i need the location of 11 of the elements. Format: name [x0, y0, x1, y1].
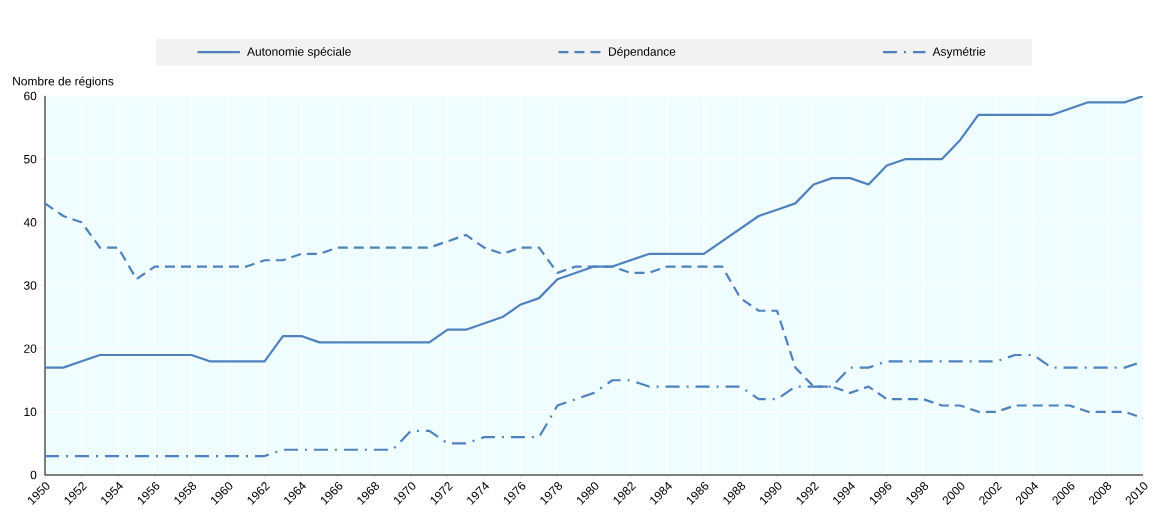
y-tick-label: 0 [30, 470, 37, 480]
y-axis-title: Nombre de régions [13, 76, 114, 88]
y-tick-label: 40 [23, 218, 37, 227]
legend-label: Autonomie spéciale [247, 46, 351, 59]
legend-label: Dépendance [609, 46, 676, 59]
y-tick-label: 30 [23, 281, 37, 290]
y-tick-label: 10 [24, 407, 37, 417]
y-tick-label: 20 [24, 344, 37, 353]
y-tick-label: 60 [24, 91, 37, 101]
legend-label: Asymétrie [932, 46, 986, 59]
y-tick-label: 50 [24, 154, 37, 164]
